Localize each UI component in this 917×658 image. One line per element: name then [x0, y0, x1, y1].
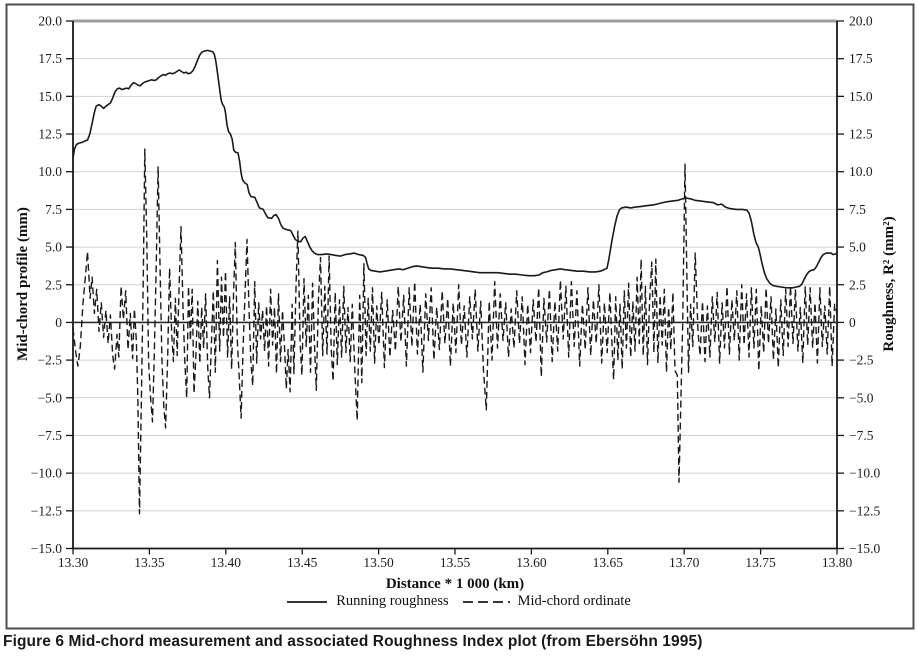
- y-tick-label-left: 5.0: [45, 240, 62, 255]
- x-tick-label: 13.50: [363, 555, 394, 570]
- y-tick-label-right: −5.0: [849, 390, 874, 405]
- y-tick-label-left: −12.5: [31, 503, 62, 518]
- x-tick-label: 13.80: [822, 555, 853, 570]
- series-line-running-roughness: [72, 49, 838, 289]
- y-tick-label-left: −5.0: [38, 390, 63, 405]
- y-tick-label-left: 17.5: [38, 51, 62, 66]
- chart-legend: Running roughness Mid-chord ordinate: [0, 593, 917, 610]
- x-tick-label: 13.70: [669, 555, 700, 570]
- y-tick-label-right: 15.0: [849, 89, 873, 104]
- y-tick-label-right: 17.5: [849, 51, 873, 66]
- legend-item-running-roughness: Running roughness: [286, 593, 449, 610]
- legend-solid-line-icon: [287, 600, 328, 603]
- gridlines: [73, 19, 837, 512]
- legend-dashed-line-icon: [462, 600, 510, 603]
- y-axis-title-left: Mid-chord profile (mm): [15, 207, 31, 361]
- data-series: [72, 49, 838, 515]
- axes: [66, 20, 844, 555]
- y-tick-label-left: −2.5: [38, 353, 63, 368]
- y-tick-label-right: 2.5: [849, 277, 866, 292]
- legend-label-running-roughness: Running roughness: [336, 593, 449, 609]
- x-tick-label: 13.35: [134, 555, 165, 570]
- y-tick-label-right: 20.0: [849, 14, 873, 29]
- y-tick-label-right: 10.0: [849, 164, 873, 179]
- y-tick-label-left: 2.5: [45, 277, 62, 292]
- x-tick-label: 13.75: [745, 555, 776, 570]
- y-tick-label-left: 15.0: [38, 89, 62, 104]
- figure-frame: [5, 3, 915, 630]
- y-tick-label-left: 20.0: [38, 14, 62, 29]
- y-tick-label-right: 5.0: [849, 240, 866, 255]
- x-tick-label: 13.40: [211, 555, 242, 570]
- figure-caption-label: Figure 6: [3, 633, 65, 650]
- y-tick-label-left: 12.5: [38, 127, 62, 142]
- y-tick-label-right: −7.5: [849, 428, 874, 443]
- y-tick-label-right: −15.0: [849, 541, 880, 556]
- legend-label-mid-chord-ordinate: Mid-chord ordinate: [517, 593, 631, 609]
- y-tick-label-left: −15.0: [31, 541, 62, 556]
- x-axis-title: Distance * 1 000 (km): [386, 576, 524, 592]
- figure-caption-text: Mid-chord measurement and associated Rou…: [64, 633, 703, 650]
- y-tick-label-left: −10.0: [31, 466, 62, 481]
- y-tick-label-left: 0: [55, 315, 62, 330]
- x-tick-label: 13.55: [440, 555, 471, 570]
- x-tick-label: 13.45: [287, 555, 318, 570]
- y-tick-label-right: 0: [849, 315, 856, 330]
- series-line-mid-chord-ordinate: [72, 148, 838, 515]
- x-tick-label: 13.30: [58, 555, 89, 570]
- y-tick-label-right: −10.0: [849, 466, 880, 481]
- y-tick-label-left: 7.5: [45, 202, 62, 217]
- x-tick-label: 13.65: [593, 555, 624, 570]
- y-tick-label-left: 10.0: [38, 164, 62, 179]
- figure-caption: Figure 6 Mid-chord measurement and assoc…: [3, 633, 702, 651]
- legend-item-mid-chord-ordinate: Mid-chord ordinate: [462, 593, 631, 610]
- y-tick-label-right: 12.5: [849, 127, 873, 142]
- y-tick-label-right: −2.5: [849, 353, 874, 368]
- y-tick-label-left: −7.5: [38, 428, 63, 443]
- x-tick-label: 13.60: [516, 555, 547, 570]
- y-tick-label-right: −12.5: [849, 503, 880, 518]
- tick-labels: 20.0 20.0 17.5 17.5 15.0 15.0 12.5 12.5 10.0 10.0…: [31, 14, 881, 571]
- y-tick-label-right: 7.5: [849, 202, 866, 217]
- y-axis-title-right: Roughness, R² (mm²): [881, 216, 897, 351]
